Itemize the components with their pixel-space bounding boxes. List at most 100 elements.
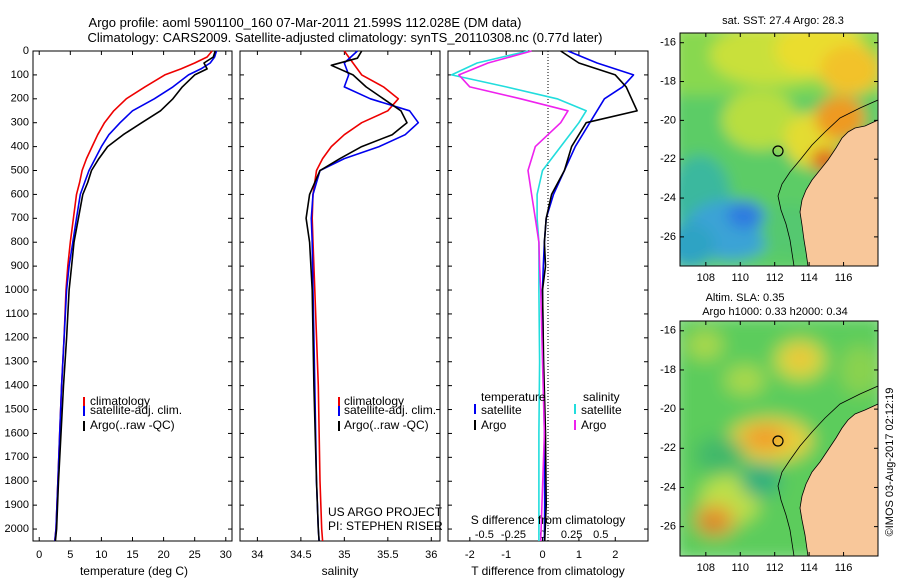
y-tick-label: 1000: [5, 284, 29, 296]
legend-s-argo: Argo: [581, 418, 607, 432]
y-tick-label: 600: [11, 188, 29, 200]
x-tick-label: 2: [612, 549, 618, 561]
difference-panel: -2 -1 0 1 2 -0.5 -0.25 0 0.25 0.5 temperature sat…: [447, 50, 649, 578]
sst-isobath: [777, 99, 878, 266]
x-tick-label: 30: [220, 549, 232, 561]
legend-salinity-title: salinity: [583, 390, 620, 404]
salinity-xlabel: salinity: [322, 564, 359, 578]
y-tick-label: 1100: [5, 308, 29, 320]
legend-climatology: climatology: [90, 394, 150, 408]
sst-title: sat. SST: 27.4 Argo: 28.3: [722, 15, 844, 27]
map-y-tick-label: -24: [660, 481, 676, 493]
y-tick-label: 1500: [5, 403, 29, 415]
x-tick-label: 0: [36, 549, 42, 561]
legend-t-argo: Argo: [481, 418, 507, 432]
difference-series-argo: [541, 50, 638, 542]
t-difference-label: T difference from climatology: [471, 564, 625, 578]
x-tick-label: 34: [251, 549, 263, 561]
y-tick-label: 300: [11, 117, 29, 129]
map-y-tick-label: -22: [660, 442, 676, 454]
header-line1: Argo profile: aoml 5901100_160 07-Mar-20…: [89, 15, 522, 30]
y-tick-label: 1300: [5, 356, 29, 368]
salinity-series-argo-raw-qc-: [305, 50, 408, 542]
sla-title: Altim. SLA: 0.35: [706, 292, 785, 304]
s-difference-label: S difference from climatology: [471, 513, 626, 527]
sla-float-marker: [772, 435, 784, 447]
y-tick-label: 2000: [5, 523, 29, 535]
s-tick-label: 0.25: [561, 529, 582, 541]
y-tick-label: 100: [11, 69, 29, 81]
temperature-legend: climatology satellite-adj. clim. Argo(..…: [83, 394, 182, 432]
y-tick-label: 900: [11, 260, 29, 272]
map-x-tick-label: 110: [731, 272, 749, 284]
x-tick-label: 36: [425, 549, 437, 561]
map-y-tick-label: -26: [660, 521, 676, 533]
map-x-tick-label: 112: [766, 562, 784, 574]
temperature-panel: 0100200300400500600700800900100011001200…: [5, 45, 233, 578]
sal-legend-satellite: satellite-adj. clim.: [344, 403, 436, 417]
salinity-legend: climatology satellite-adj. clim. Argo(..…: [338, 394, 436, 432]
y-tick-label: 400: [11, 141, 29, 153]
map-y-tick-label: -16: [660, 37, 676, 49]
map-x-tick-label: 108: [697, 562, 715, 574]
salinity-series-satellite-adj-clim-: [310, 50, 420, 542]
project-annotation: US ARGO PROJECT: [328, 505, 443, 519]
sal-legend-climatology: climatology: [344, 394, 404, 408]
map-x-tick-label: 116: [835, 562, 853, 574]
temperature-series-climatology: [54, 50, 213, 542]
x-tick-label: 20: [157, 549, 169, 561]
legend-s-satellite: satellite: [581, 403, 622, 417]
x-tick-label: 10: [95, 549, 107, 561]
credit-text: ©IMOS 03-Aug-2017 02:12:19: [884, 388, 896, 537]
x-tick-label: 35: [338, 549, 350, 561]
difference-legend: temperature satellite Argo salinity sate…: [474, 390, 622, 432]
map-x-tick-label: 112: [766, 272, 784, 284]
y-tick-label: 200: [11, 93, 29, 105]
map-y-tick-label: -16: [660, 325, 676, 337]
sal-legend-argo: Argo(..raw -QC): [344, 418, 429, 432]
legend-argo: Argo(..raw -QC): [90, 418, 175, 432]
map-y-tick-label: -26: [660, 231, 676, 243]
temperature-series-satellite-adj-clim-: [54, 50, 218, 542]
map-x-tick-label: 114: [800, 272, 818, 284]
s-tick-label: 0.5: [593, 529, 608, 541]
x-tick-label: 1: [576, 549, 582, 561]
y-tick-label: 1600: [5, 427, 29, 439]
y-tick-label: 700: [11, 212, 29, 224]
sst-float-marker: [772, 145, 784, 157]
map-y-tick-label: -22: [660, 153, 676, 165]
x-tick-label: 25: [189, 549, 201, 561]
sla-land: [799, 403, 878, 556]
map-y-tick-label: -24: [660, 192, 676, 204]
salinity-series-climatology: [311, 50, 400, 542]
map-y-tick-label: -18: [660, 364, 676, 376]
difference-series-satellite: [541, 50, 635, 542]
header-line2: Climatology: CARS2009. Satellite-adjuste…: [88, 30, 603, 45]
difference-frame: [447, 50, 649, 542]
x-tick-label: 15: [126, 549, 138, 561]
sla-isobath: [777, 385, 878, 556]
x-tick-label: 35.5: [377, 549, 398, 561]
y-tick-label: 1200: [5, 332, 29, 344]
temperature-xlabel: temperature (deg C): [80, 564, 188, 578]
sla-map: Altim. SLA: 0.35 Argo h1000: 0.33 h2000:…: [660, 292, 879, 574]
map-y-tick-label: -18: [660, 75, 676, 87]
map-x-tick-label: 114: [800, 562, 818, 574]
map-y-tick-label: -20: [660, 403, 676, 415]
salinity-panel: 34 34.5 35 35.5 36 climatology satellite-adj…: [239, 50, 443, 578]
s-tick-label: 0: [539, 529, 545, 541]
sst-land: [799, 119, 878, 266]
y-tick-label: 1400: [5, 380, 29, 392]
sla-subtitle: Argo h1000: 0.33 h2000: 0.34: [702, 306, 848, 318]
pi-annotation: PI: STEPHEN RISER: [328, 519, 443, 533]
x-tick-label: 5: [67, 549, 73, 561]
map-y-tick-label: -20: [660, 114, 676, 126]
map-x-tick-label: 110: [731, 562, 749, 574]
difference-series-satellite: [450, 50, 588, 541]
y-tick-label: 1700: [5, 451, 29, 463]
legend-t-satellite: satellite: [481, 403, 522, 417]
legend-temperature-title: temperature: [481, 390, 546, 404]
sst-map: sat. SST: 27.4 Argo: 28.3: [660, 15, 879, 284]
y-tick-label: 500: [11, 164, 29, 176]
